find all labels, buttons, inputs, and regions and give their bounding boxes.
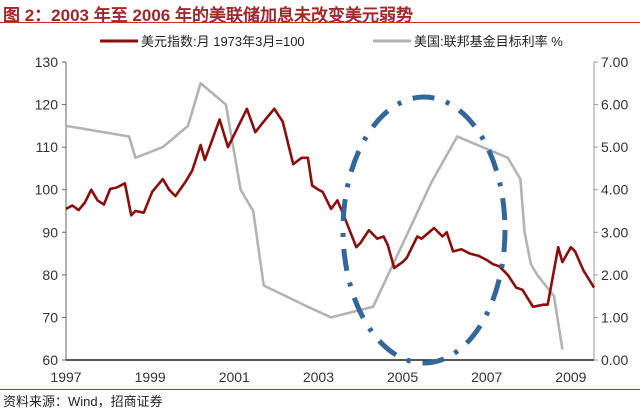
legend-label-dollar: 美元指数:月 1973年3月=100	[141, 34, 305, 49]
right-tick-label: 5.00	[601, 139, 628, 155]
fed-funds-rate-line	[65, 82, 564, 350]
figure-title: 图 2：2003 年至 2006 年的美联储加息未改变美元弱势	[3, 6, 413, 25]
left-tick-label: 90	[42, 224, 58, 240]
x-tick-label: 2009	[555, 369, 586, 385]
dollar-index-line	[65, 107, 596, 309]
left-tick-label: 60	[42, 352, 58, 368]
right-tick-label: 2.00	[601, 267, 628, 283]
highlight-ellipse	[340, 94, 508, 366]
x-tick-label: 2007	[471, 369, 502, 385]
left-tick-label: 110	[36, 139, 59, 155]
right-tick-label: 4.00	[601, 182, 628, 198]
footer-divider	[0, 389, 640, 390]
right-tick-label: 6.00	[601, 97, 628, 113]
x-tick-label: 1999	[135, 369, 166, 385]
x-tick-label: 1997	[50, 369, 81, 385]
right-tick-label: 7.00	[601, 54, 628, 70]
right-tick-label: 1.00	[601, 309, 628, 325]
left-tick-label: 100	[35, 182, 59, 198]
left-tick-label: 120	[35, 97, 59, 113]
left-tick-label: 80	[42, 267, 58, 283]
source-note: 资料来源：Wind，招商证券	[3, 394, 163, 409]
x-tick-label: 2003	[303, 369, 334, 385]
x-tick-label: 2001	[219, 369, 250, 385]
right-tick-label: 0.00	[601, 352, 628, 368]
left-tick-label: 70	[42, 309, 58, 325]
title-divider	[0, 22, 640, 23]
left-tick-label: 130	[35, 54, 59, 70]
legend-label-fed: 美国:联邦基金目标利率 %	[414, 34, 563, 49]
x-tick-label: 2005	[387, 369, 418, 385]
chart: 美元指数:月 1973年3月=100 美国:联邦基金目标利率 % 60 70 80 9…	[35, 34, 629, 385]
right-tick-label: 3.00	[601, 224, 628, 240]
legend: 美元指数:月 1973年3月=100 美国:联邦基金目标利率 %	[100, 34, 563, 49]
